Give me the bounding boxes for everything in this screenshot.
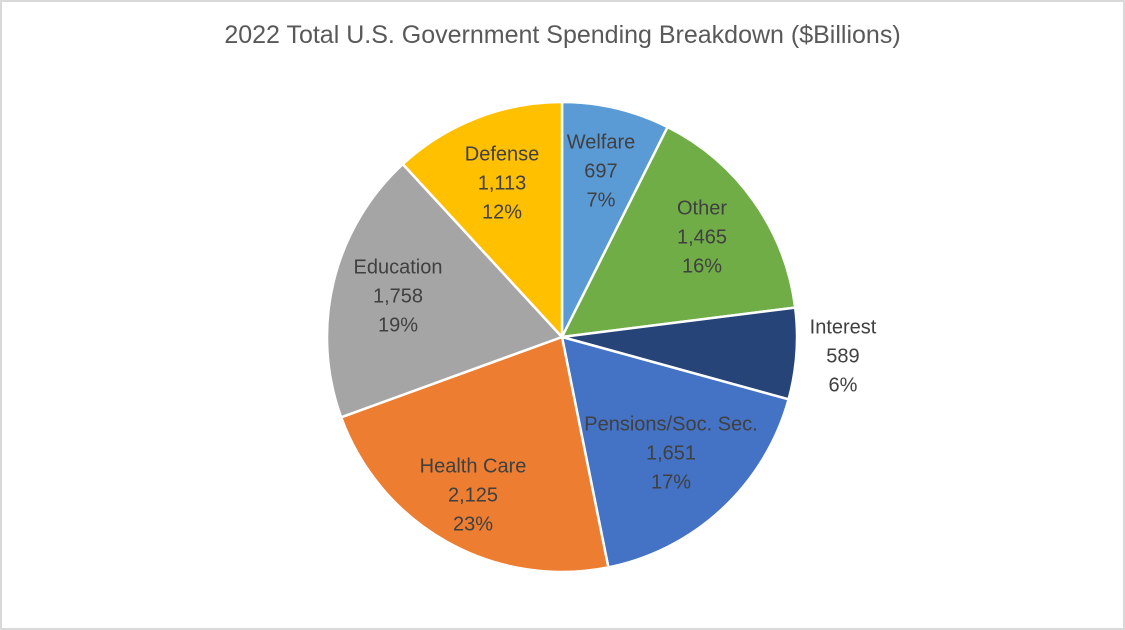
pie-slice-pensions-soc-sec	[560, 335, 790, 569]
pie-slice-welfare	[560, 100, 669, 339]
chart-title: 2022 Total U.S. Government Spending Brea…	[224, 21, 901, 49]
pie-slice-other	[560, 125, 797, 339]
pie-slices-group	[325, 100, 799, 574]
pie-slice-health-care	[339, 335, 610, 574]
pie-slice-education	[325, 162, 564, 419]
pie-slice-defense	[401, 100, 564, 339]
